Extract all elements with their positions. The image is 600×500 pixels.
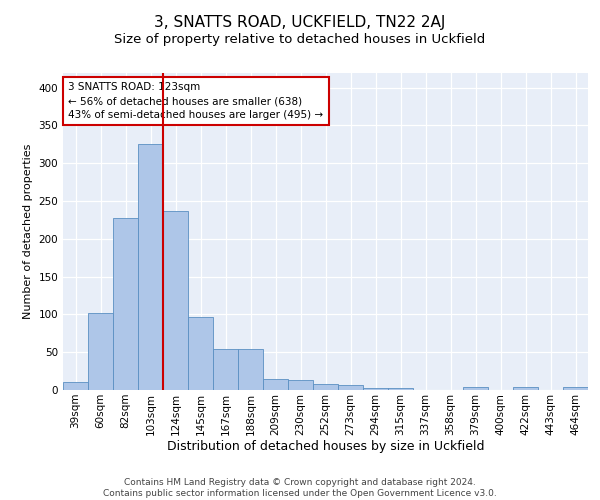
Y-axis label: Number of detached properties: Number of detached properties	[23, 144, 33, 319]
Bar	[188, 318, 213, 390]
Bar	[238, 349, 263, 390]
Text: 3, SNATTS ROAD, UCKFIELD, TN22 2AJ: 3, SNATTS ROAD, UCKFIELD, TN22 2AJ	[154, 15, 446, 30]
Text: Contains HM Land Registry data © Crown copyright and database right 2024.
Contai: Contains HM Land Registry data © Crown c…	[103, 478, 497, 498]
Bar	[63, 382, 88, 390]
Bar	[113, 218, 138, 390]
Bar	[163, 211, 188, 390]
Bar	[213, 349, 238, 390]
Bar	[563, 387, 588, 390]
Bar	[313, 384, 338, 390]
Bar	[463, 387, 488, 390]
Bar	[288, 380, 313, 390]
Bar	[363, 388, 388, 390]
Bar	[88, 313, 113, 390]
Bar	[513, 387, 538, 390]
X-axis label: Distribution of detached houses by size in Uckfield: Distribution of detached houses by size …	[167, 440, 484, 454]
Bar	[388, 388, 413, 390]
Bar	[263, 378, 288, 390]
Bar	[338, 386, 363, 390]
Bar	[138, 144, 163, 390]
Text: 3 SNATTS ROAD: 123sqm
← 56% of detached houses are smaller (638)
43% of semi-det: 3 SNATTS ROAD: 123sqm ← 56% of detached …	[68, 82, 323, 120]
Text: Size of property relative to detached houses in Uckfield: Size of property relative to detached ho…	[115, 32, 485, 46]
